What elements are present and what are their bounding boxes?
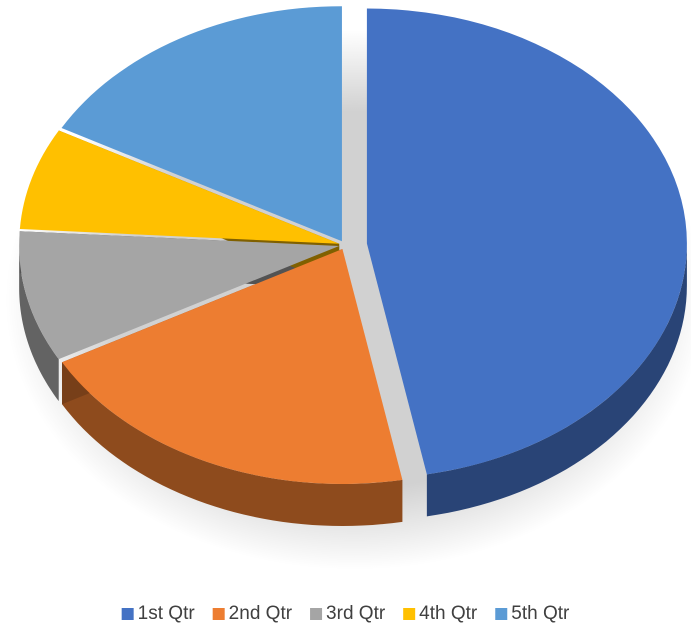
legend: 1st Qtr 2nd Qtr 3rd Qtr 4th Qtr 5th Qtr (121, 603, 570, 624)
legend-label: 5th Qtr (511, 603, 570, 624)
slice-side (62, 362, 403, 526)
slice (61, 6, 342, 242)
legend-swatch (495, 608, 508, 620)
slice-side (19, 245, 59, 402)
slice-side (426, 243, 687, 517)
legend-label: 1st Qtr (138, 603, 196, 624)
slice (19, 130, 340, 244)
slice (19, 231, 340, 360)
pie-tops (19, 6, 687, 484)
legend-swatch (403, 608, 416, 620)
slice (366, 8, 687, 475)
legend-swatch (310, 608, 323, 620)
legend-label: 2nd Qtr (229, 603, 293, 624)
legend-label: 4th Qtr (419, 603, 478, 624)
slice (62, 248, 403, 484)
legend-swatch (212, 608, 225, 620)
legend-swatch (121, 608, 134, 620)
legend-label: 3rd Qtr (326, 603, 386, 624)
